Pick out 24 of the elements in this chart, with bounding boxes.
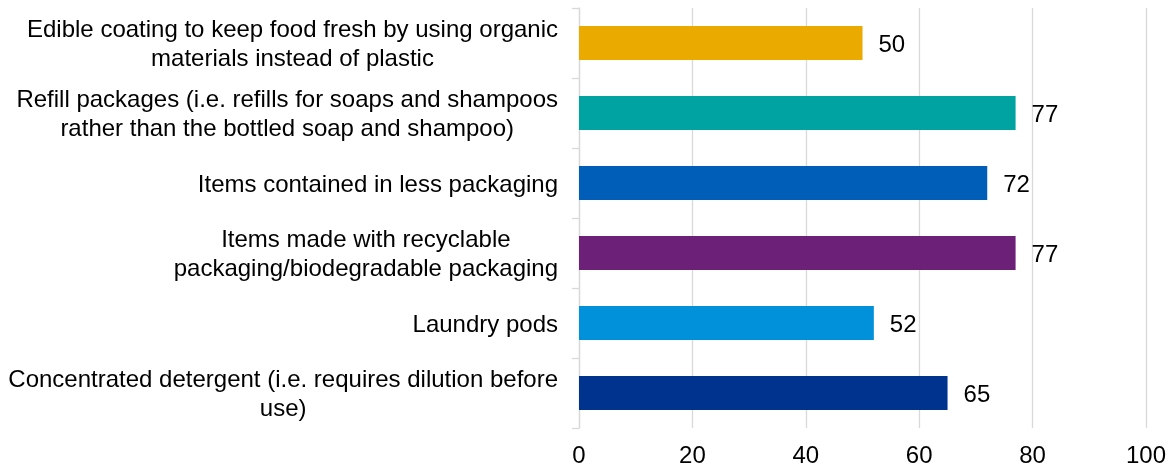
data-label: 52	[889, 309, 917, 337]
bar	[579, 306, 874, 340]
x-tick-label: 0	[572, 440, 586, 468]
x-tick-label: 80	[1019, 440, 1046, 468]
x-tick-label: 20	[679, 440, 706, 468]
data-label: 77	[1031, 99, 1059, 127]
bar	[579, 376, 948, 410]
y-tick-label: Edible coating to keep food fresh by using organic materials instead of plastic	[26, 15, 558, 71]
bar	[579, 236, 1016, 270]
x-tick-label: 100	[1125, 440, 1167, 468]
bar	[579, 166, 988, 200]
y-tick-label: Items contained in less packaging	[197, 169, 558, 197]
bar	[579, 26, 863, 60]
y-tick-label: Concentrated detergent (i.e. requires dilution before use)	[8, 365, 558, 421]
data-label: 77	[1031, 239, 1059, 267]
data-label: 72	[1003, 169, 1030, 197]
y-tick-label: Refill packages (i.e. refills for soaps and shampoos rather than the bottled soap and shampoo)	[16, 85, 558, 141]
y-tick-label: Items made with recyclable packaging/biodegradable packaging	[173, 225, 558, 281]
data-label: 50	[878, 29, 906, 57]
bar	[579, 96, 1016, 130]
y-tick-label: Laundry pods	[412, 309, 559, 337]
data-label: 65	[963, 379, 991, 407]
x-tick-label: 60	[905, 440, 933, 468]
x-tick-label: 40	[792, 440, 820, 468]
